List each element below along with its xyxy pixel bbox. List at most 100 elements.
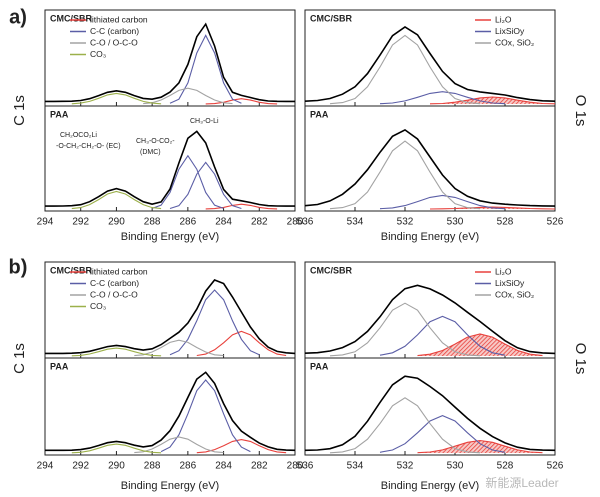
envelope-line — [304, 26, 556, 102]
x-axis-label: Binding Energy (eV) — [381, 231, 479, 243]
x-axis-label: Binding Energy (eV) — [381, 480, 479, 492]
peak-area — [417, 440, 543, 453]
subplot-frame — [44, 105, 296, 212]
envelope-line — [45, 130, 295, 207]
legend-label: C-O / O-C-O — [90, 37, 138, 47]
peak-line — [329, 397, 481, 454]
legend-label: C-O / O-C-O — [90, 289, 138, 299]
subplot-frame — [304, 357, 556, 456]
y-axis-label: C 1s — [11, 95, 28, 126]
x-tick-label: 534 — [347, 217, 364, 228]
peak-line — [329, 34, 481, 105]
subplot-title: CMC/SBR — [310, 265, 352, 275]
peak-line — [417, 333, 543, 357]
peak-line — [329, 140, 481, 210]
subplot-title: PAA — [50, 109, 69, 119]
annotation: CH₂OCO₂Li — [60, 132, 97, 139]
panel-label: a) — [9, 6, 27, 28]
envelope-line — [304, 375, 556, 452]
x-tick-label: 290 — [108, 461, 125, 472]
legend-label: LixSiOy — [495, 26, 525, 36]
legend-label: C-C (carbon) — [90, 26, 139, 36]
peak-line — [417, 439, 543, 454]
peak-line — [143, 87, 233, 105]
peak-line — [205, 98, 278, 105]
annotation: CH₃-O-CO₂- — [136, 138, 175, 145]
legend-label: CO₃ — [90, 49, 106, 59]
x-tick-label: 294 — [37, 217, 54, 228]
y-axis-label: C 1s — [11, 343, 28, 374]
annotation: (DMC) — [140, 149, 161, 156]
subplot-title: PAA — [50, 361, 69, 371]
envelope-line — [45, 22, 295, 103]
x-tick-label: 532 — [397, 217, 414, 228]
peak-line — [379, 315, 506, 356]
x-tick-label: 536 — [297, 217, 314, 228]
x-tick-label: 280 — [287, 217, 304, 228]
x-tick-label: 294 — [37, 461, 54, 472]
peak-line — [379, 415, 506, 453]
y-axis-label: O 1s — [572, 95, 589, 127]
x-tick-label: 288 — [144, 461, 161, 472]
peak-line — [134, 436, 224, 454]
subplot-title: PAA — [310, 361, 329, 371]
panel-label: b) — [9, 256, 28, 278]
peak-area — [430, 97, 555, 104]
peak-line — [71, 190, 162, 210]
x-tick-label: 286 — [180, 217, 197, 228]
x-tick-label: 286 — [180, 461, 197, 472]
x-axis-label: Binding Energy (eV) — [121, 231, 219, 243]
subplot-frame — [304, 105, 556, 212]
x-tick-label: 284 — [215, 461, 232, 472]
x-axis-label: Binding Energy (eV) — [121, 480, 219, 492]
x-tick-label: 290 — [108, 217, 125, 228]
peak-line — [71, 92, 162, 105]
annotation: -O-CH₂-CH₂-O- (EC) — [56, 143, 121, 150]
peak-line — [379, 194, 506, 210]
legend-label: lithiated carbon — [90, 14, 148, 24]
legend-label: COx, SiO₂ — [495, 37, 534, 47]
peak-line — [134, 339, 224, 357]
legend-label: C-C (carbon) — [90, 278, 139, 288]
peak-line — [169, 289, 260, 356]
x-tick-label: 528 — [497, 217, 514, 228]
x-tick-label: 288 — [144, 217, 161, 228]
envelope-line — [45, 371, 296, 452]
peak-line — [429, 96, 556, 105]
legend-label: CO₃ — [90, 301, 106, 311]
peak-line — [205, 203, 278, 210]
envelope-line — [45, 279, 296, 355]
envelope-line — [304, 284, 556, 355]
peak-line — [169, 161, 242, 210]
x-tick-label: 282 — [251, 461, 268, 472]
subplot-title: PAA — [310, 109, 329, 119]
subplot-title: CMC/SBR — [50, 13, 92, 23]
envelope-line — [304, 128, 556, 207]
peak-line — [429, 206, 556, 210]
legend-label: Li₂O — [495, 14, 512, 24]
peak-line — [379, 91, 506, 105]
peak-line — [169, 34, 242, 104]
legend-label: LixSiOy — [495, 278, 525, 288]
x-tick-label: 530 — [447, 217, 464, 228]
x-tick-label: 282 — [251, 217, 268, 228]
legend-label: lithiated carbon — [90, 266, 148, 276]
x-tick-label: 526 — [547, 217, 564, 228]
x-tick-label: 532 — [397, 461, 414, 472]
legend-label: Li₂O — [495, 266, 512, 276]
peak-line — [329, 302, 481, 357]
subplot-frame — [44, 357, 296, 456]
x-tick-label: 284 — [215, 217, 232, 228]
x-tick-label: 292 — [72, 461, 89, 472]
x-tick-label: 526 — [547, 461, 564, 472]
peak-line — [151, 154, 224, 209]
peak-line — [160, 379, 251, 453]
y-axis-label: O 1s — [572, 343, 589, 375]
peak-line — [196, 330, 287, 357]
annotation: CH₃-O-Li — [190, 118, 219, 125]
x-tick-label: 534 — [347, 461, 364, 472]
x-tick-label: 536 — [297, 461, 314, 472]
x-tick-label: 280 — [287, 461, 304, 472]
